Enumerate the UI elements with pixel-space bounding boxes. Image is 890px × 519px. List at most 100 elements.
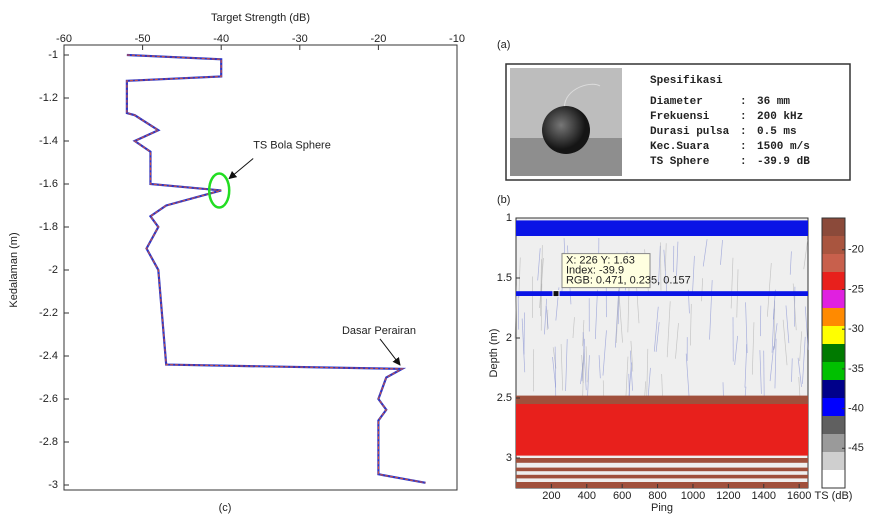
x-tick-label: 600: [613, 490, 631, 502]
colorbar-cell: [822, 326, 845, 345]
x-tick-label: 400: [578, 490, 596, 502]
echo-band: [516, 220, 808, 236]
noise-streak: [552, 356, 557, 388]
echo-band: [516, 474, 808, 479]
y-tick-label: -1.4: [39, 135, 58, 147]
x-tick-label: -10: [449, 33, 465, 45]
noise-streak: [660, 242, 662, 291]
noise-streak: [675, 323, 679, 359]
echo-band: [516, 458, 808, 463]
colorbar-cell: [822, 272, 845, 291]
echo-band: [516, 395, 808, 404]
noise-streak: [666, 301, 671, 358]
noise-streak: [803, 240, 808, 270]
y-tick-label: -2.2: [39, 307, 58, 319]
x-tick-label: 1200: [716, 490, 740, 502]
noise-streak: [560, 344, 564, 391]
colorbar-cell: [822, 398, 845, 417]
datatip-text: RGB: 0.471, 0.235, 0.157: [566, 275, 691, 287]
noise-streak: [774, 338, 777, 389]
noise-streak: [598, 355, 601, 379]
colorbar-cell: [822, 308, 845, 327]
colorbar-cell: [822, 452, 845, 471]
spec-cell: :: [740, 126, 747, 138]
datatip-box: [561, 253, 651, 289]
noise-streak: [521, 318, 526, 373]
colorbar-cell: [822, 434, 845, 453]
y-axis-title: Kedalaman (m): [8, 232, 20, 307]
colorbar-cell: [822, 470, 845, 489]
spec-cell: -39.9 dB: [757, 156, 810, 168]
annotation-arrow: [228, 158, 254, 180]
colorbar-title: TS (dB): [815, 490, 853, 502]
y-tick-label: 2.5: [497, 392, 512, 404]
x-axis-title: Ping: [651, 502, 673, 514]
noise-streak: [766, 263, 772, 317]
colorbar-cell: [822, 290, 845, 309]
annotation-arrow: [379, 338, 401, 366]
x-tick-label: 1400: [752, 490, 776, 502]
y-tick-label: 3: [506, 452, 512, 464]
noise-streak: [554, 346, 557, 406]
datatip-text: Index: -39.9: [566, 265, 624, 277]
colorbar-cell: [822, 344, 845, 363]
noise-streak: [587, 355, 590, 400]
x-tick-label: -40: [213, 33, 229, 45]
panel-label: (a): [497, 39, 510, 51]
colorbar-frame: [821, 217, 846, 489]
y-tick-label: -1.6: [39, 178, 58, 190]
spec-cell: Durasi pulsa: [650, 126, 730, 138]
colorbar-cell: [822, 362, 845, 381]
echo-band: [516, 467, 808, 472]
y-tick-label: -1.8: [39, 221, 58, 233]
noise-streak: [709, 280, 713, 340]
spec-cell: :: [740, 96, 747, 108]
y-tick-label: -2.8: [39, 436, 58, 448]
colorbar-tick-label: -40: [848, 402, 864, 414]
noise-streak: [658, 245, 661, 286]
spec-cell: Frekuensi: [650, 111, 710, 123]
datatip-text: X: 226 Y: 1.63: [566, 255, 635, 267]
noise-streak: [720, 239, 723, 265]
colorbar-cell: [822, 254, 845, 273]
x-tick-label: 1000: [681, 490, 705, 502]
colorbar-tick-label: -35: [848, 363, 864, 375]
spec-cell: Diameter: [650, 96, 703, 108]
colorbar-tick-label: -20: [848, 244, 864, 256]
noise-streak: [802, 336, 806, 384]
datatip-marker: [552, 290, 560, 298]
noise-streak: [618, 289, 623, 343]
noise-streak: [701, 278, 703, 302]
noise-streak: [585, 346, 588, 383]
noise-streak: [676, 241, 679, 276]
spec-cell: :: [740, 141, 747, 153]
noise-streak: [702, 239, 708, 267]
echo-band: [516, 291, 808, 296]
colorbar-cell: [822, 218, 845, 237]
echo-band: [516, 482, 808, 488]
panel-label: (b): [497, 194, 510, 206]
y-tick-label: -3: [48, 479, 58, 491]
noise-streak: [785, 305, 790, 344]
x-tick-label: -50: [135, 33, 151, 45]
spec-cell: :: [740, 156, 747, 168]
x-tick-label: 800: [648, 490, 666, 502]
colorbar-tick-label: -45: [848, 442, 864, 454]
y-tick-label: 2: [506, 332, 512, 344]
y-tick-label: -2: [48, 264, 58, 276]
noise-streak: [789, 251, 792, 275]
photo-sphere: [542, 106, 590, 154]
noise-streak: [545, 305, 549, 329]
colorbar-cell: [822, 416, 845, 435]
noise-streak: [663, 249, 668, 294]
x-tick-label: -20: [370, 33, 386, 45]
echogram-chart: (b) 200 400 600 800 1000 1200 1400 1600 1 1.5 2 2.5 3…: [488, 194, 864, 514]
spec-cell: TS Sphere: [650, 156, 710, 168]
noise-streak: [773, 323, 778, 350]
noise-streak: [692, 255, 695, 295]
spec-cell: 0.5 ms: [757, 126, 797, 138]
noise-streak: [664, 243, 667, 271]
noise-streak: [744, 344, 748, 388]
noise-streak: [582, 332, 587, 391]
